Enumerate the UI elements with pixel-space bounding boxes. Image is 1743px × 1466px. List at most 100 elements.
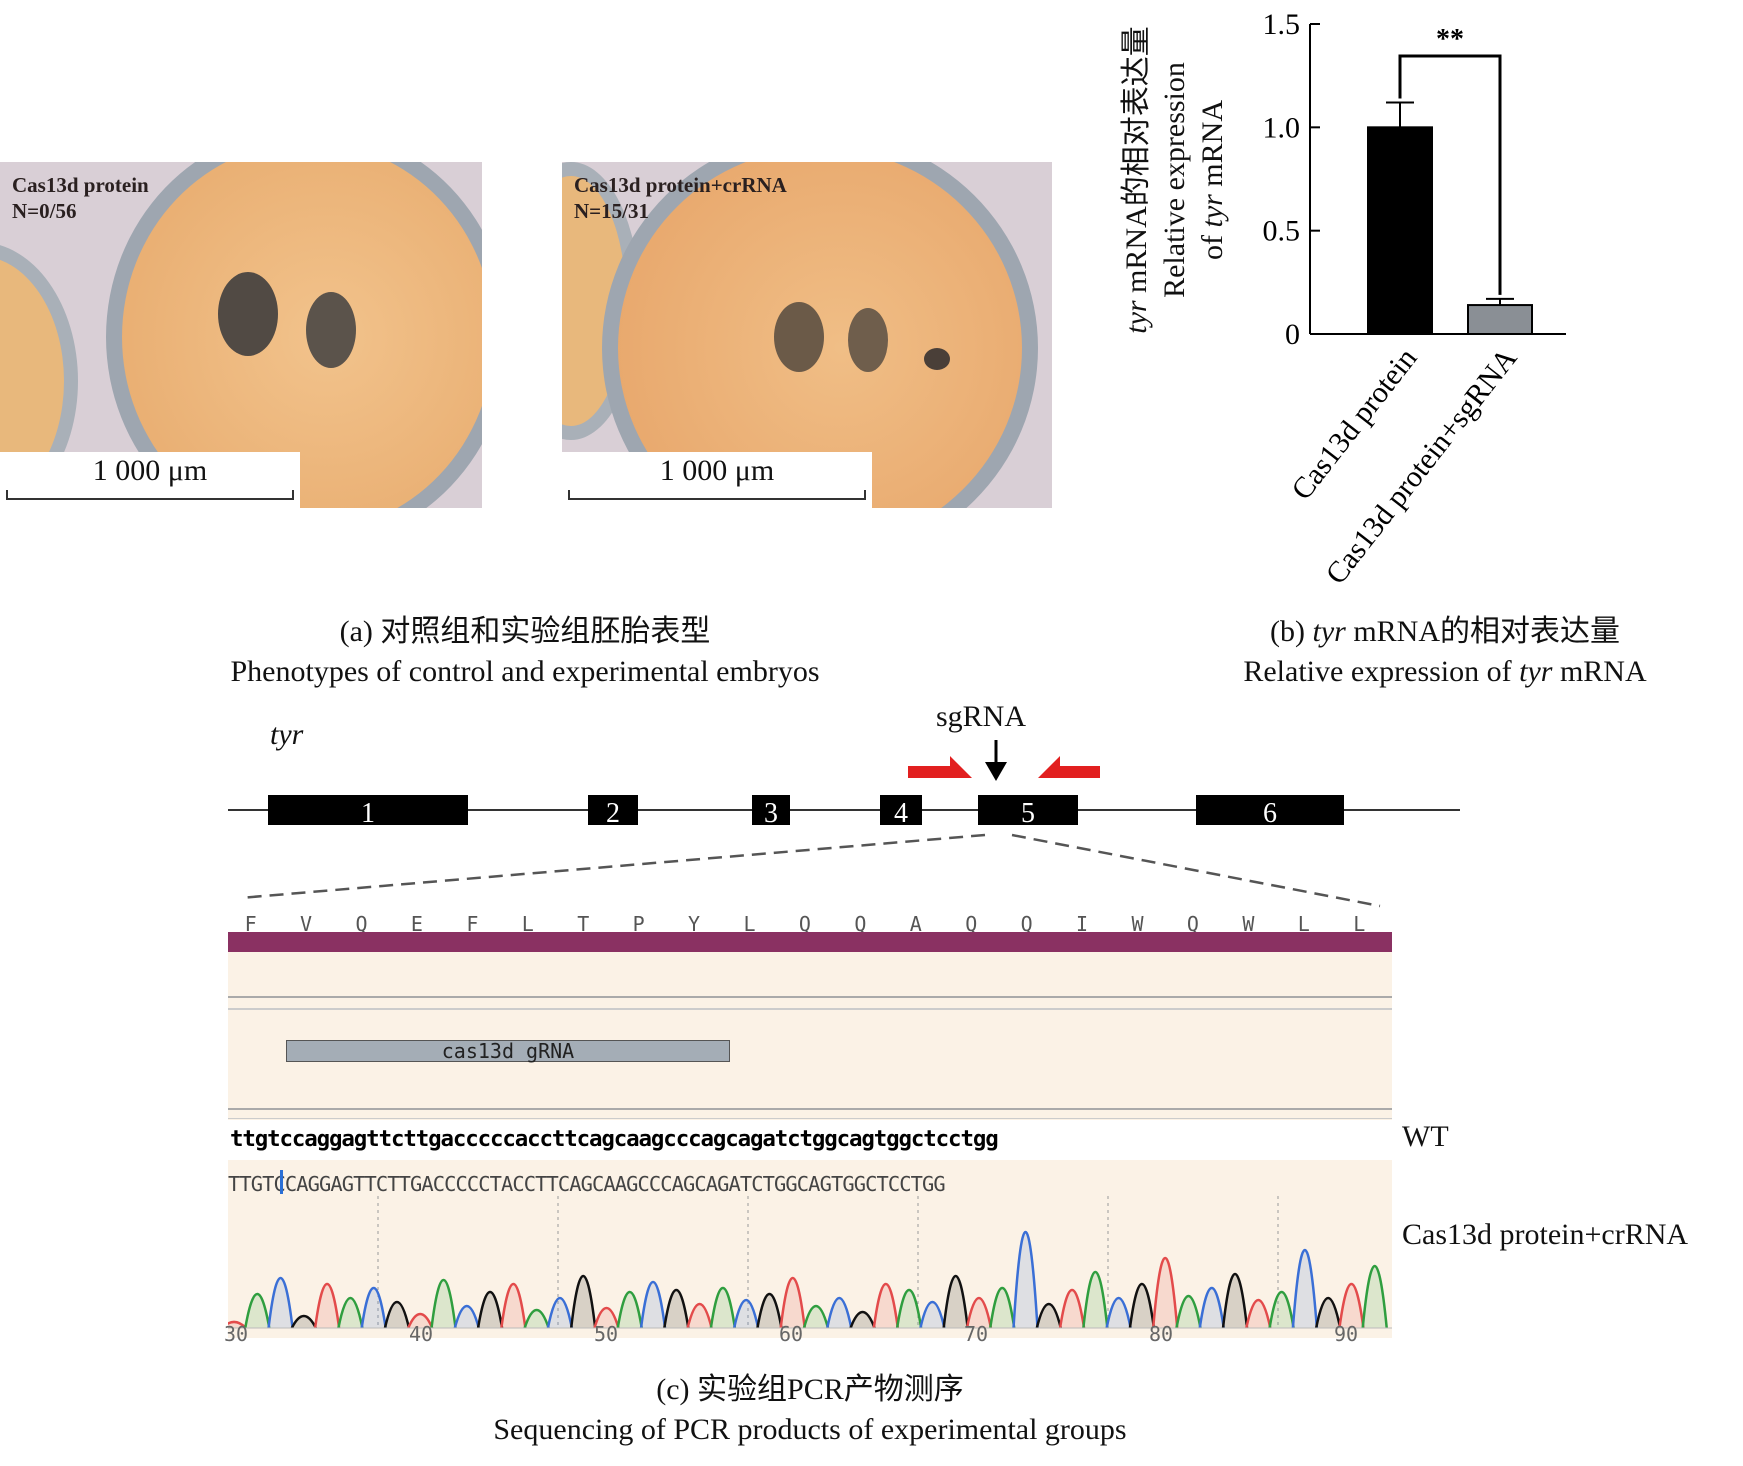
amino-acid: L: [1353, 912, 1366, 936]
amino-acid: Q: [355, 912, 368, 936]
y-tick-label: 1.5: [1263, 8, 1301, 41]
wt-label: WT: [1402, 1120, 1449, 1153]
trace-peak: [1151, 1256, 1179, 1329]
caption-en: Sequencing of PCR products of experiment…: [493, 1413, 1127, 1446]
grna-feature: cas13d gRNA: [286, 1040, 730, 1062]
exon-number: 1: [361, 798, 375, 829]
scale-bar-label: 1 000 μm: [92, 454, 208, 487]
trace-peak: [639, 1280, 667, 1329]
group-name: Cas13d protein+crRNA: [574, 173, 787, 197]
trace-peak: [779, 1276, 806, 1329]
trace-peak: [989, 1287, 1016, 1329]
y-axis-title-line2: Relative expression: [1158, 62, 1191, 298]
amino-acid: E: [410, 912, 423, 936]
chromatogram-trace: [228, 1196, 1392, 1329]
trace-peak: [1082, 1271, 1109, 1329]
trace-peak: [616, 1291, 643, 1329]
embryo-eye-left: [218, 272, 278, 356]
wt-sequence-row: [228, 1120, 1392, 1160]
trace-peak: [407, 1312, 434, 1329]
y-title-cn: mRNA的相对表达量: [1120, 26, 1153, 301]
photo-label: Cas13d protein+crRNA N=15/31: [574, 172, 787, 224]
trace-peak: [1105, 1296, 1132, 1329]
bar: [1467, 304, 1533, 336]
trace-peak: [290, 1314, 317, 1329]
caption-en: Relative expression of tyr mRNA: [1180, 652, 1710, 692]
amino-acid: T: [577, 912, 590, 936]
amino-acid: Y: [688, 912, 701, 936]
y-title-post: mRNA: [1196, 100, 1229, 195]
exon-number: 3: [764, 798, 778, 829]
trace-peak: [267, 1276, 294, 1329]
trace-peak: [732, 1298, 760, 1329]
position-label: 40: [409, 1322, 434, 1346]
trace-peak: [1268, 1291, 1295, 1329]
trace-peak: [500, 1282, 527, 1329]
sequencing-viewer: F V Q E F L T P Y L Q Q A Q Q I W Q W L L cas13d gRNA ttgtcc…: [228, 908, 1392, 1338]
amino-acid: Q: [854, 912, 867, 936]
bar: [1367, 126, 1433, 336]
cursor-marker: [280, 1170, 283, 1194]
trace-peak: [1314, 1296, 1342, 1329]
exon-box: [978, 795, 1078, 825]
exon-number: 2: [606, 798, 620, 829]
caption-suffix: mRNA的相对表达量: [1345, 615, 1620, 648]
trace-peak: [919, 1301, 946, 1329]
trace-peak: [826, 1296, 853, 1329]
trace-peak: [1035, 1303, 1063, 1329]
caption-suffix: mRNA: [1552, 655, 1647, 688]
trace-peak: [476, 1291, 504, 1329]
embryo-photo-control: Cas13d protein N=0/56 1 000 μm: [0, 162, 482, 508]
exon-box: [268, 795, 468, 825]
exon-number: 5: [1021, 798, 1035, 829]
mutant-label: Cas13d protein+crRNA: [1402, 1218, 1689, 1251]
embryo-photo-experimental: Cas13d protein+crRNA N=15/31 1 000 μm: [562, 162, 1052, 508]
position-label: 60: [779, 1322, 804, 1346]
y-title-pre: of: [1196, 227, 1229, 261]
trace-peak: [1361, 1264, 1388, 1329]
forward-primer-arrow-icon: [908, 756, 972, 778]
trace-peak: [1175, 1294, 1202, 1329]
scale-bar-line: [6, 490, 294, 500]
exon-group: 1 2 3 4 5 6: [268, 795, 1344, 829]
exon-box: [1196, 795, 1344, 825]
scale-bar-label: 1 000 μm: [659, 454, 775, 487]
trace-peak: [546, 1296, 574, 1329]
scale-bar: 1 000 μm: [0, 452, 300, 508]
exon-box: [880, 795, 922, 825]
y-tick-label: 0: [1285, 318, 1300, 351]
y-axis-title-line3: of tyr mRNA: [1194, 10, 1232, 350]
divider: [228, 996, 1392, 998]
trace-peak: [802, 1305, 830, 1329]
y-axis-title: tyr mRNA的相对表达量 Relative expression of ty…: [1118, 10, 1238, 350]
gene-italic: tyr: [1519, 655, 1553, 688]
divider: [228, 1008, 1392, 1010]
grna-label: cas13d gRNA: [441, 1039, 575, 1063]
embryo-eye-left: [774, 302, 824, 372]
trace-peak: [1338, 1282, 1365, 1329]
embryo-count: N=15/31: [574, 199, 649, 223]
trace-peak: [337, 1296, 364, 1329]
trace-peak: [313, 1282, 341, 1329]
mutant-sequence: TTGTCCAGGAGTTCTTGACCCCCTACCTTCAGCAAGCCCA…: [228, 1172, 946, 1196]
trace-peak: [942, 1275, 969, 1329]
divider: [228, 1118, 1392, 1119]
caption-cn: (b) tyr mRNA的相对表达量: [1180, 612, 1710, 652]
position-label: 70: [964, 1322, 989, 1346]
trace-peak: [244, 1293, 271, 1329]
exon-number: 6: [1263, 798, 1277, 829]
trace-peak: [895, 1289, 923, 1329]
amino-acid: Q: [1186, 912, 1199, 936]
trace-peak: [1221, 1273, 1249, 1329]
scale-bar-line: [568, 490, 866, 500]
trace-peak: [1245, 1298, 1272, 1329]
trace-peak: [1291, 1249, 1319, 1329]
sgrna-label: sgRNA: [936, 700, 1027, 733]
gene-italic: tyr: [1120, 300, 1153, 334]
gene-name: tyr: [270, 718, 304, 751]
caption-cn: (a) 对照组和实验组胚胎表型: [339, 615, 711, 648]
trace-peak: [1058, 1289, 1086, 1329]
